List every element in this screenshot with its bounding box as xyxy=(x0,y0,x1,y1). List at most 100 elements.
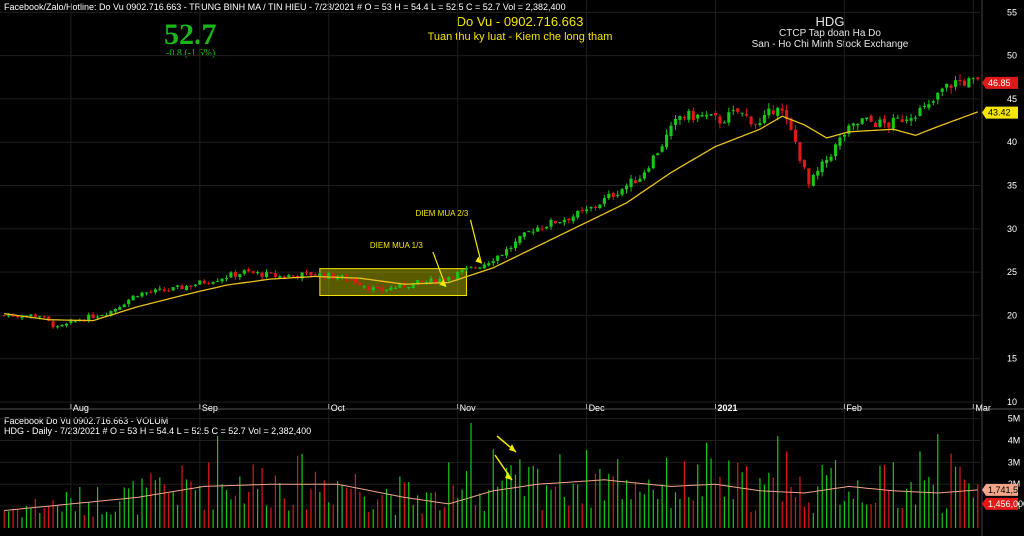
candle xyxy=(100,314,104,317)
candle xyxy=(411,282,415,288)
candle xyxy=(322,273,326,278)
candle xyxy=(371,287,375,291)
candle xyxy=(393,287,397,289)
candle xyxy=(464,268,469,270)
candle xyxy=(158,288,162,290)
ma-value-tag-text: 43.42 xyxy=(988,108,1011,118)
candle xyxy=(762,114,766,123)
candle xyxy=(571,216,575,222)
last-price-tag-bg xyxy=(982,76,1018,89)
price-tick-label: 35 xyxy=(1007,181,1017,191)
candle xyxy=(833,144,838,157)
slogan: Tuan thu ky luat - Kiem che long tham xyxy=(427,31,613,43)
candle xyxy=(887,122,891,128)
annotation-arrow xyxy=(469,219,483,264)
price-panel xyxy=(2,74,980,329)
candle xyxy=(842,134,846,137)
candle xyxy=(313,274,317,276)
candle xyxy=(247,269,251,272)
volume-tick-label: 4M xyxy=(1008,435,1021,445)
candle xyxy=(144,292,149,294)
candle xyxy=(602,198,606,204)
candle xyxy=(29,314,33,317)
candle xyxy=(331,273,335,279)
candle xyxy=(87,314,91,322)
overlays: 46.85 43.42 1,741,559 1,456,000 DIEM MUA 2/3… xyxy=(370,76,1024,510)
month-label: Feb xyxy=(846,403,862,413)
month-label: Aug xyxy=(73,403,89,413)
candle xyxy=(865,117,869,120)
candle xyxy=(184,286,189,291)
candle xyxy=(593,206,598,208)
candle xyxy=(309,272,313,276)
candle xyxy=(851,123,855,126)
candle xyxy=(478,267,482,269)
candle xyxy=(73,321,77,323)
volume-tick-label: 5M xyxy=(1008,414,1021,424)
candle xyxy=(16,316,20,318)
candle xyxy=(487,263,491,266)
candle xyxy=(616,194,620,197)
volume-panel xyxy=(3,422,979,528)
candle xyxy=(202,280,206,284)
candle xyxy=(527,231,531,233)
candle xyxy=(264,272,269,278)
candle xyxy=(438,278,442,284)
candle xyxy=(242,270,246,274)
candle xyxy=(927,104,931,108)
candle xyxy=(367,286,371,290)
candle xyxy=(353,278,357,283)
price-tick-label: 50 xyxy=(1007,51,1017,61)
candle xyxy=(33,314,37,317)
candle xyxy=(718,116,722,124)
month-label: Dec xyxy=(589,403,606,413)
candle xyxy=(104,314,109,316)
candle xyxy=(282,276,286,278)
candle xyxy=(122,304,126,308)
candle xyxy=(847,125,851,134)
candle xyxy=(958,79,962,82)
candle xyxy=(967,78,971,88)
candle xyxy=(233,272,237,277)
candle xyxy=(456,271,460,279)
last-price-tag-text: 46.85 xyxy=(988,78,1011,88)
price-tick-label: 30 xyxy=(1007,224,1017,234)
candle xyxy=(469,266,473,268)
last-volume-tag-text: 1,456,000 xyxy=(988,499,1024,509)
candle xyxy=(291,275,295,277)
candle xyxy=(358,282,362,286)
candle xyxy=(860,118,864,124)
candle xyxy=(20,317,24,319)
candle xyxy=(429,278,433,283)
candle xyxy=(651,155,655,169)
candle xyxy=(625,185,629,190)
candle xyxy=(873,122,878,127)
candle xyxy=(776,107,780,116)
candle xyxy=(976,77,980,80)
candle xyxy=(896,117,900,119)
candle xyxy=(153,289,157,293)
exchange-name: San - Ho Chi Minh Stock Exchange xyxy=(751,39,909,50)
candle xyxy=(585,209,589,212)
candle xyxy=(758,123,762,126)
candle xyxy=(136,296,140,298)
candle xyxy=(545,226,549,229)
candle xyxy=(696,114,700,119)
candle xyxy=(91,314,95,318)
candle xyxy=(931,101,935,103)
candle xyxy=(691,111,695,121)
candle xyxy=(416,280,420,284)
candle xyxy=(736,108,740,112)
candle xyxy=(882,118,886,124)
current-price: 52.7 xyxy=(164,18,217,51)
candle xyxy=(318,273,322,277)
candle xyxy=(96,316,100,318)
candle xyxy=(798,142,802,161)
candle xyxy=(162,289,166,291)
candle xyxy=(647,168,651,172)
candle xyxy=(731,110,735,112)
candle xyxy=(207,282,211,284)
candle xyxy=(229,272,233,278)
